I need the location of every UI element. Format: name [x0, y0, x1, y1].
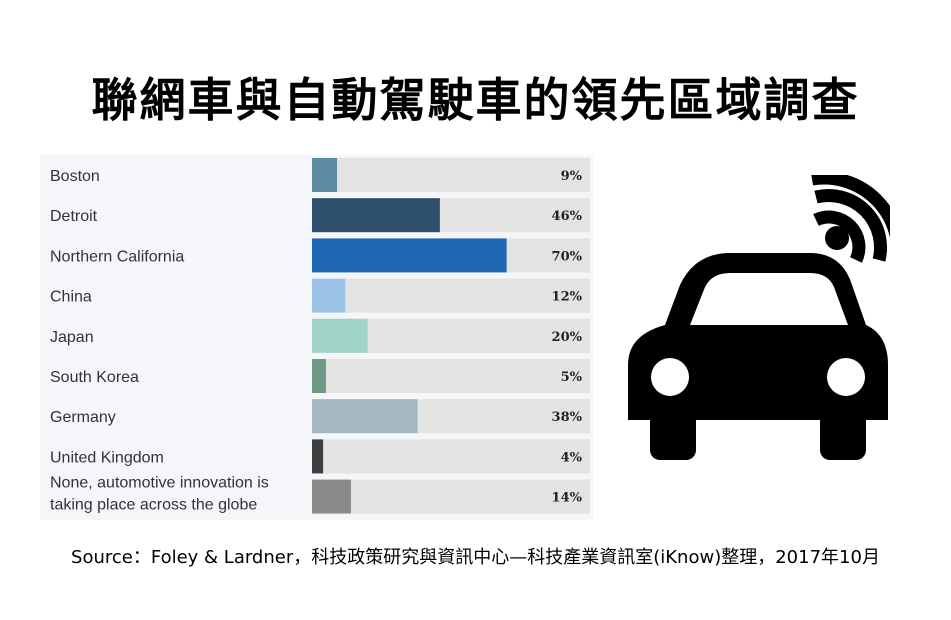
bar: [312, 278, 346, 313]
value-label: 38%: [552, 410, 583, 425]
bar-track: [312, 359, 590, 393]
category-label: Boston: [50, 168, 100, 185]
value-label: 5%: [561, 370, 583, 385]
bar-track: [312, 278, 590, 313]
bar-row: United Kingdom 4%: [50, 439, 590, 474]
category-label: South Korea: [50, 369, 139, 386]
bar-track: [312, 439, 590, 474]
value-label: 20%: [552, 330, 583, 345]
bar: [312, 158, 338, 192]
value-label: 4%: [561, 450, 583, 465]
bar: [312, 318, 368, 353]
bar: [312, 198, 440, 233]
value-label: 70%: [552, 249, 583, 264]
value-label: 12%: [552, 290, 583, 305]
car-headlight-right: [827, 358, 865, 396]
bar-row: None, automotive innovation is taking pla…: [50, 475, 590, 514]
category-label: United Kingdom: [50, 449, 164, 466]
bar-row: Boston 9%: [50, 158, 590, 192]
bar-row: China 12%: [50, 278, 590, 313]
page-title: 聯網車與自動駕駛車的領先區域調查: [91, 73, 860, 127]
value-label: 46%: [552, 209, 583, 224]
category-label: None, automotive innovation is taking pla…: [50, 475, 269, 514]
bar: [312, 359, 326, 393]
bar-track: [312, 479, 590, 514]
value-label: 9%: [561, 169, 583, 184]
category-label: Germany: [50, 409, 116, 426]
category-label: Japan: [50, 329, 94, 346]
category-label: Northern California: [50, 248, 184, 265]
bar-track: [312, 158, 590, 192]
bar: [312, 479, 351, 514]
connected-car-icon: [628, 175, 890, 460]
bar-row: South Korea 5%: [50, 359, 590, 393]
bar-row: Northern California 70%: [50, 238, 590, 273]
bar-chart: Boston 9% Detroit 46% Northern California 70%…: [50, 158, 590, 514]
category-label: China: [50, 289, 92, 306]
bar-row: Detroit 46%: [50, 198, 590, 233]
bar-row: Japan 20%: [50, 318, 590, 353]
category-label: Detroit: [50, 208, 98, 225]
car-windshield: [690, 273, 848, 325]
wifi-signal-icon: [811, 175, 890, 263]
source-caption: Source：Foley & Lardner，科技政策研究與資訊中心—科技產業資…: [71, 547, 880, 568]
car-headlight-left: [651, 358, 689, 396]
value-label: 14%: [552, 491, 583, 506]
bar-chart-panel: Boston 9% Detroit 46% Northern California 70%…: [40, 155, 593, 520]
bar-row: Germany 38%: [50, 399, 590, 434]
bar: [312, 399, 418, 434]
bar: [312, 238, 507, 273]
bar: [312, 439, 324, 474]
